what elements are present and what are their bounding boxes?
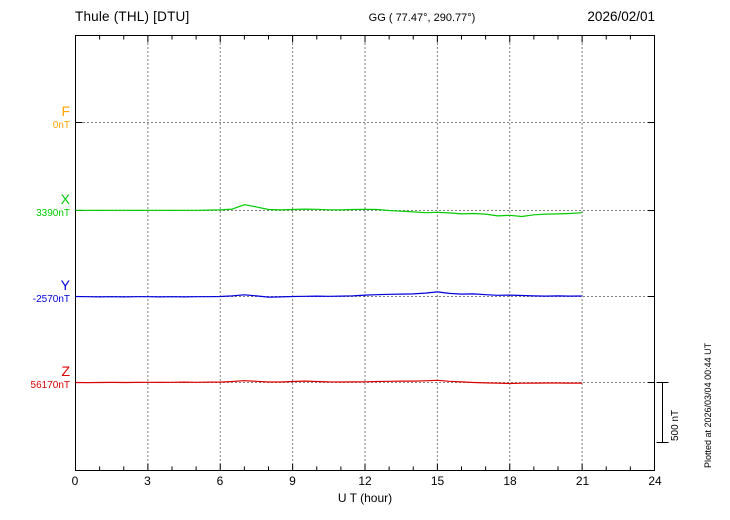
plot-date: 2026/02/01	[587, 9, 655, 24]
geographic-coordinates: GG ( 77.47°, 290.77°)	[368, 12, 476, 24]
x-tick-label: 18	[503, 474, 517, 488]
component-x-label: X	[60, 191, 70, 207]
plot-border	[75, 35, 655, 471]
x-tick-label: 12	[358, 474, 372, 488]
component-f-baseline: 0nT	[52, 120, 70, 131]
component-z-baseline: 56170nT	[30, 380, 70, 391]
x-tick-label: 3	[144, 474, 151, 488]
x-tick-label: 15	[430, 474, 445, 488]
trace-Z	[75, 379, 583, 385]
plotted-at-note: Plotted at 2026/03/04 00:44 UT	[703, 342, 713, 468]
component-z: Z 56170nT	[31, 364, 70, 391]
component-x-baseline: 3390nT	[36, 208, 70, 219]
component-y: Y -2570nT	[33, 278, 70, 305]
x-tick-label: 0	[71, 474, 79, 488]
component-y-baseline: -2570nT	[32, 294, 70, 305]
component-z-label: Z	[61, 363, 70, 379]
scale-bar-label: 500 nT	[670, 409, 681, 441]
station-title: Thule (THL) [DTU]	[75, 9, 190, 24]
component-x: X 3390nT	[36, 192, 70, 219]
x-tick-label: 24	[648, 474, 662, 488]
x-tick-label: 21	[575, 474, 590, 488]
trace-Y	[75, 291, 583, 298]
x-axis-title: U T (hour)	[337, 491, 393, 505]
x-tick-label: 6	[216, 474, 224, 488]
trace-X	[75, 204, 583, 218]
component-y-label: Y	[60, 277, 70, 293]
x-tick-label: 9	[289, 474, 296, 488]
component-f: F 0nT	[53, 104, 70, 131]
component-f-label: F	[61, 103, 70, 119]
